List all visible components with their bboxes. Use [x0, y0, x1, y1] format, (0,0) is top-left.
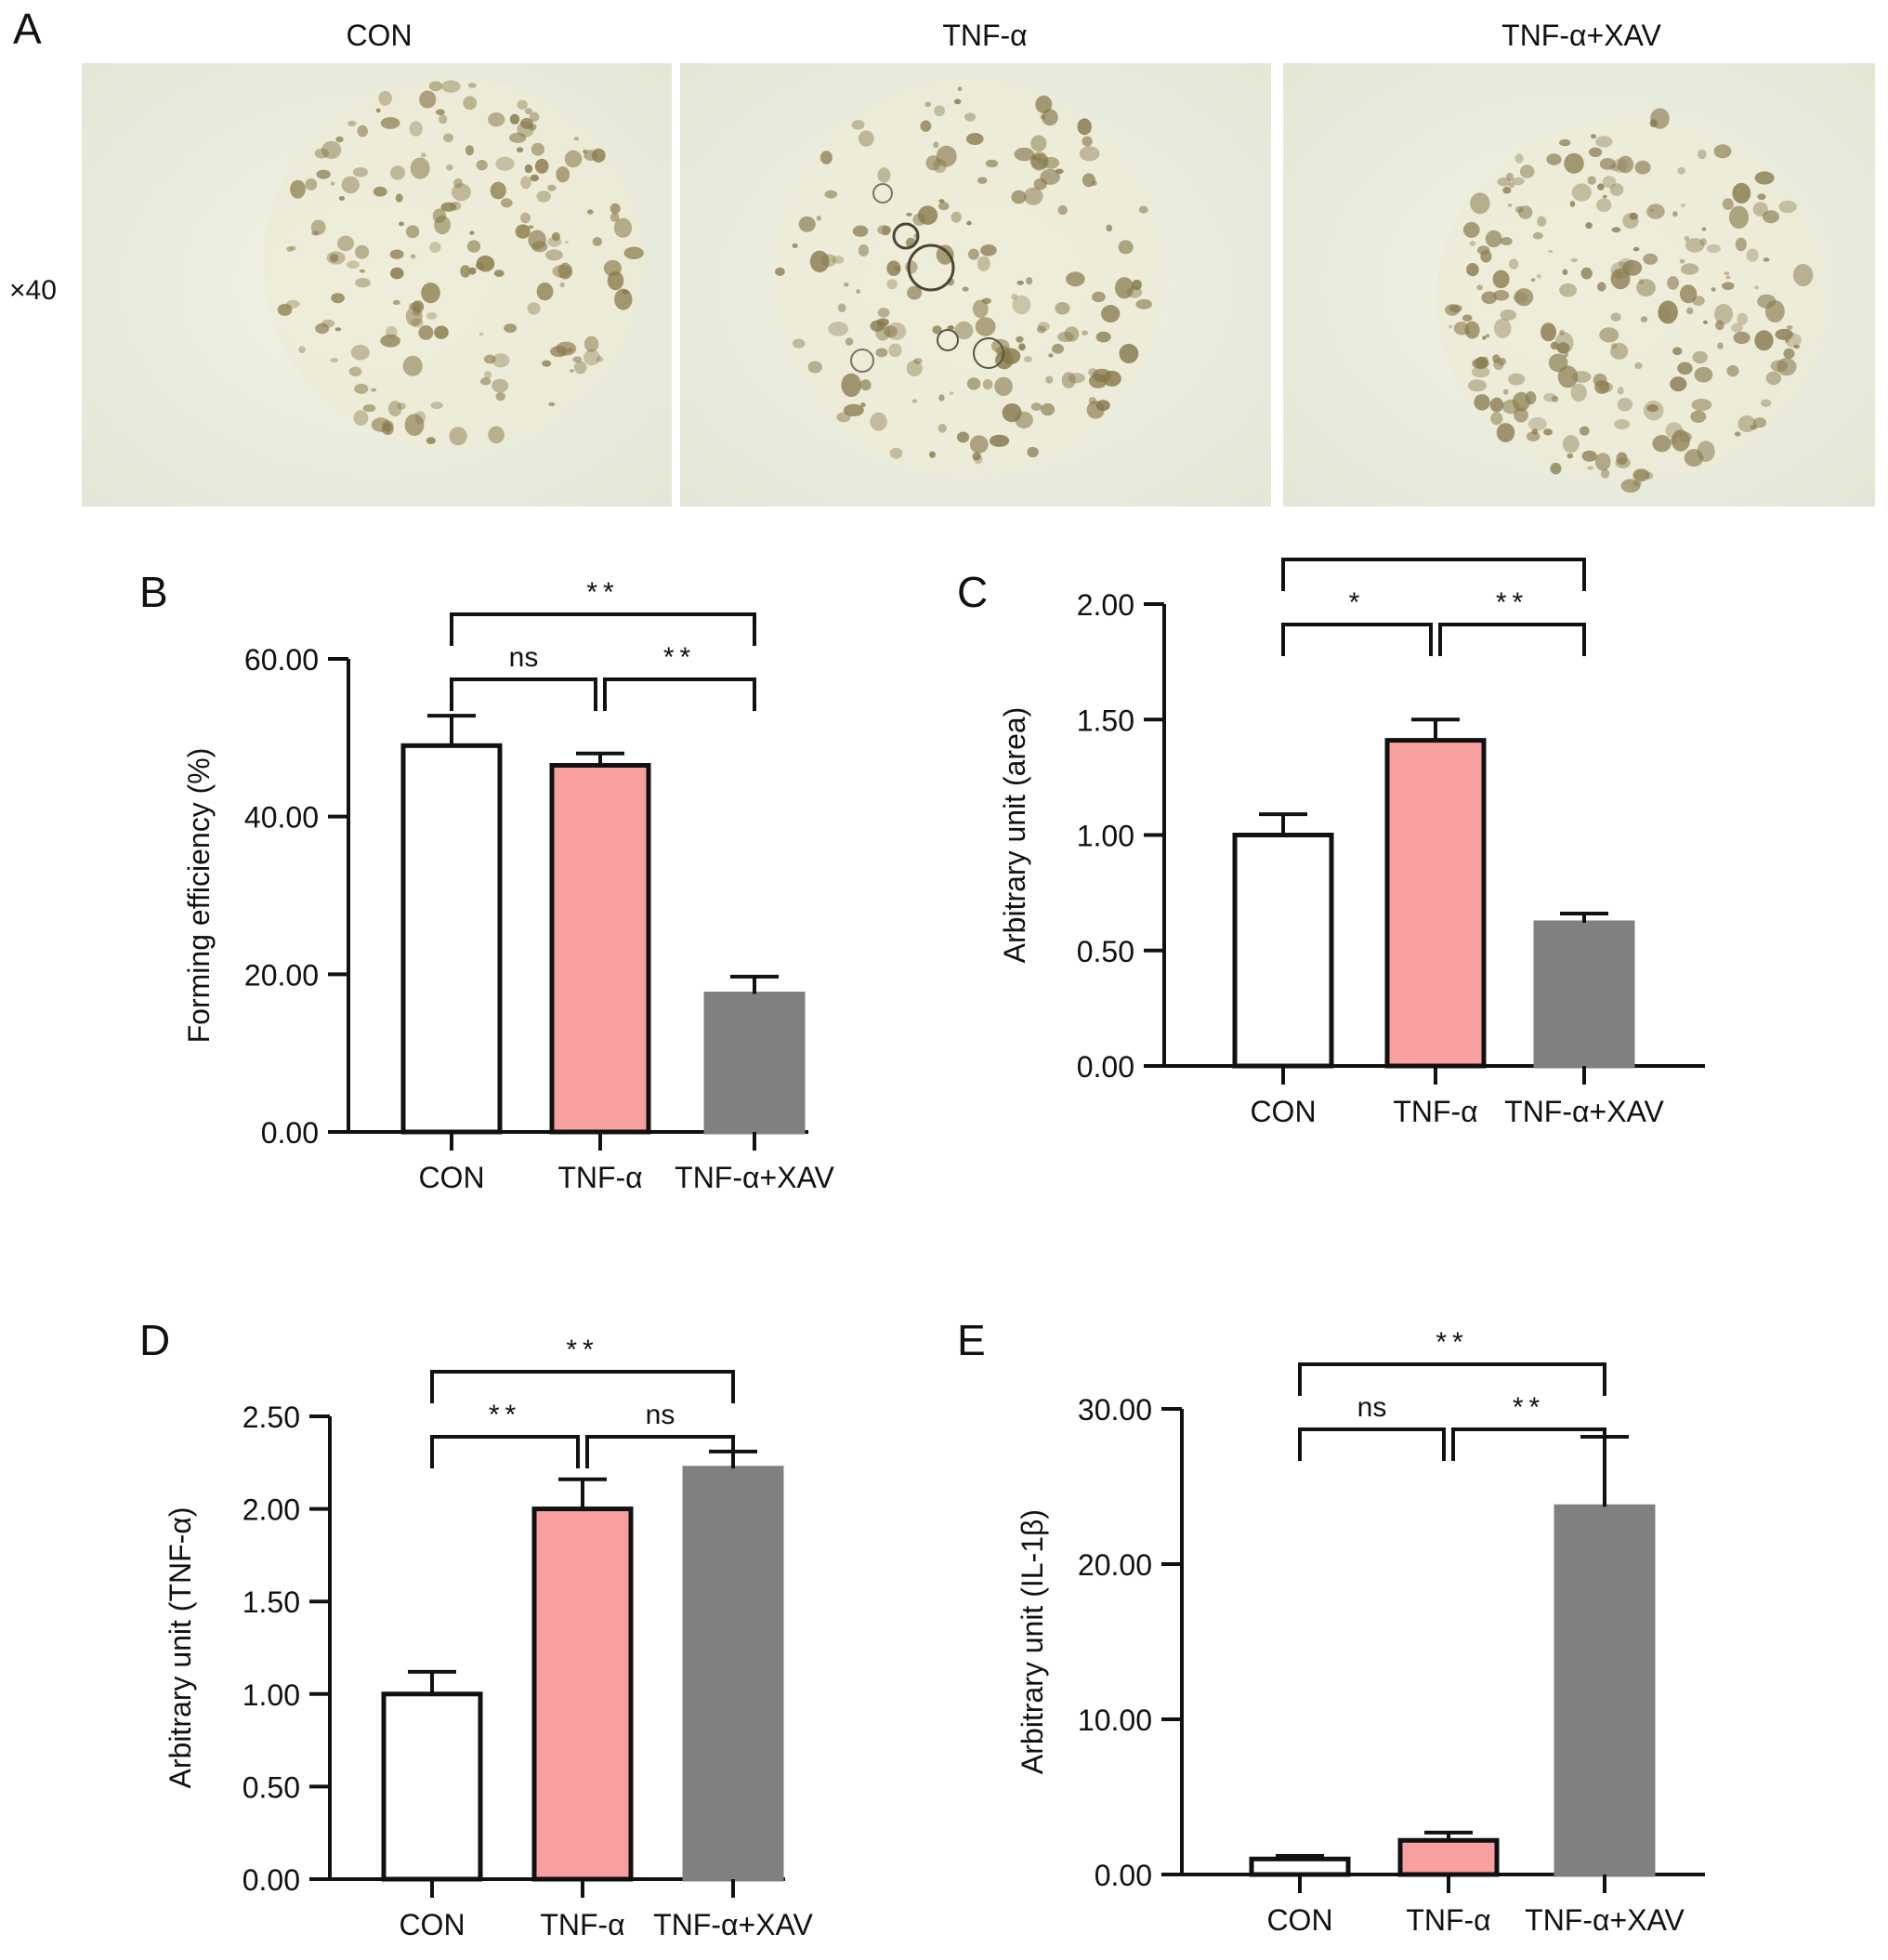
bar: [1384, 738, 1487, 1069]
micrograph-tnf-xav-image: [1283, 63, 1875, 506]
panel-d-letter: D: [139, 1316, 171, 1364]
significance-label: **: [489, 1400, 521, 1430]
y-axis-label: Forming efficiency (%): [182, 748, 216, 1044]
significance-label: **: [1496, 587, 1528, 618]
significance-label: *: [1425, 548, 1442, 553]
micrograph-con-image: [82, 63, 672, 506]
micrograph-tnf-image: [680, 63, 1271, 506]
y-tick-label: 0.50: [243, 1770, 300, 1804]
y-tick-label: 0.00: [243, 1863, 300, 1897]
chart-d: 0.00 0.50 1.00 1.50 2.00 2.50 Arbitrary unit (…: [164, 1335, 814, 1941]
significance-bracket: [450, 612, 756, 646]
chart-e: 0.00 10.00 20.00 30.00 Arbitrary unit (IL-1β…: [1016, 1327, 1705, 1937]
micrograph-tnf-xav: [1283, 63, 1875, 506]
y-tick-label: 1.00: [243, 1678, 300, 1712]
bar: [1554, 1504, 1656, 1877]
significance-bracket: [1281, 623, 1433, 656]
significance-label: ns: [646, 1400, 675, 1430]
significance-label: **: [586, 577, 619, 608]
y-tick-label: 20.00: [1078, 1548, 1152, 1582]
bar: [1232, 833, 1334, 1069]
x-tick-label: CON: [1266, 1903, 1332, 1937]
significance-bracket: [585, 1435, 735, 1468]
panel-e-letter: E: [957, 1316, 986, 1364]
bar: [703, 992, 806, 1135]
bar: [531, 1506, 634, 1882]
significance-label: ns: [509, 642, 539, 673]
significance-bracket: [450, 677, 597, 711]
x-tick-label: CON: [418, 1161, 484, 1194]
image-caption-con: CON: [346, 19, 413, 52]
y-axis-label: Arbitrary unit (IL-1β): [1016, 1509, 1049, 1774]
bar: [381, 1691, 483, 1882]
panel-a-letter: A: [13, 5, 42, 53]
significance-bracket: [1298, 1362, 1606, 1396]
significance-label: *: [1349, 587, 1366, 618]
y-tick-label: 0.00: [1095, 1859, 1152, 1892]
y-tick-label: 2.00: [243, 1493, 300, 1527]
image-caption-tnf-xav: TNF-α+XAV: [1501, 19, 1661, 52]
significance-bracket: [1438, 623, 1586, 656]
x-tick-label: TNF-α: [1393, 1095, 1477, 1128]
image-caption-tnf: TNF-α: [942, 19, 1028, 52]
x-tick-label: TNF-α: [1406, 1903, 1490, 1937]
significance-bracket: [430, 1370, 735, 1403]
y-tick-label: 10.00: [1078, 1703, 1152, 1737]
bar: [400, 743, 503, 1135]
y-tick-label: 1.00: [1077, 820, 1134, 853]
y-tick-label: 60.00: [244, 643, 319, 677]
x-tick-label: TNF-α+XAV: [1504, 1095, 1664, 1128]
micrograph-con: [82, 63, 672, 506]
bar: [549, 763, 651, 1135]
x-tick-label: CON: [399, 1908, 465, 1941]
significance-label: **: [566, 1335, 598, 1365]
x-tick-label: TNF-α+XAV: [675, 1161, 834, 1194]
significance-bracket: [1451, 1427, 1606, 1461]
panel-c-letter: C: [957, 568, 989, 616]
magnification-label: ×40: [9, 275, 57, 306]
panel-b-letter: B: [139, 568, 168, 616]
x-tick-label: CON: [1250, 1095, 1316, 1128]
significance-bracket: [1281, 558, 1586, 591]
x-tick-label: TNF-α: [540, 1908, 624, 1941]
y-tick-label: 1.50: [243, 1585, 300, 1619]
chart-c: 0.00 0.50 1.00 1.50 2.00 Arbitrary unit (area…: [998, 548, 1705, 1128]
y-tick-label: 2.00: [1077, 588, 1134, 622]
bar: [1249, 1856, 1351, 1877]
significance-label: **: [1513, 1392, 1545, 1423]
y-tick-label: 1.50: [1077, 704, 1134, 737]
chart-b: 0.00 20.00 40.00 60.00 Forming efficiency (%…: [182, 577, 835, 1194]
y-axis-label: Arbitrary unit (TNF-α): [164, 1507, 197, 1789]
bar: [1397, 1837, 1500, 1877]
y-tick-label: 20.00: [244, 958, 319, 992]
x-tick-label: TNF-α+XAV: [1525, 1903, 1685, 1937]
significance-label: ns: [1357, 1392, 1387, 1423]
significance-label: **: [663, 642, 696, 673]
y-tick-label: 2.50: [243, 1401, 300, 1434]
significance-bracket: [1298, 1427, 1446, 1461]
x-tick-label: TNF-α: [557, 1161, 642, 1194]
y-tick-label: 40.00: [244, 801, 319, 835]
y-tick-label: 0.00: [1077, 1050, 1134, 1084]
bar: [682, 1466, 784, 1882]
y-tick-label: 0.00: [261, 1116, 319, 1150]
significance-label: **: [1436, 1327, 1468, 1358]
significance-bracket: [430, 1435, 580, 1468]
x-tick-label: TNF-α+XAV: [653, 1908, 813, 1941]
significance-bracket: [603, 677, 756, 711]
bar: [1533, 920, 1635, 1069]
y-axis-label: Arbitrary unit (area): [998, 707, 1031, 964]
micrograph-tnf: [680, 63, 1271, 506]
y-tick-label: 30.00: [1078, 1393, 1152, 1427]
y-tick-label: 0.50: [1077, 935, 1134, 968]
